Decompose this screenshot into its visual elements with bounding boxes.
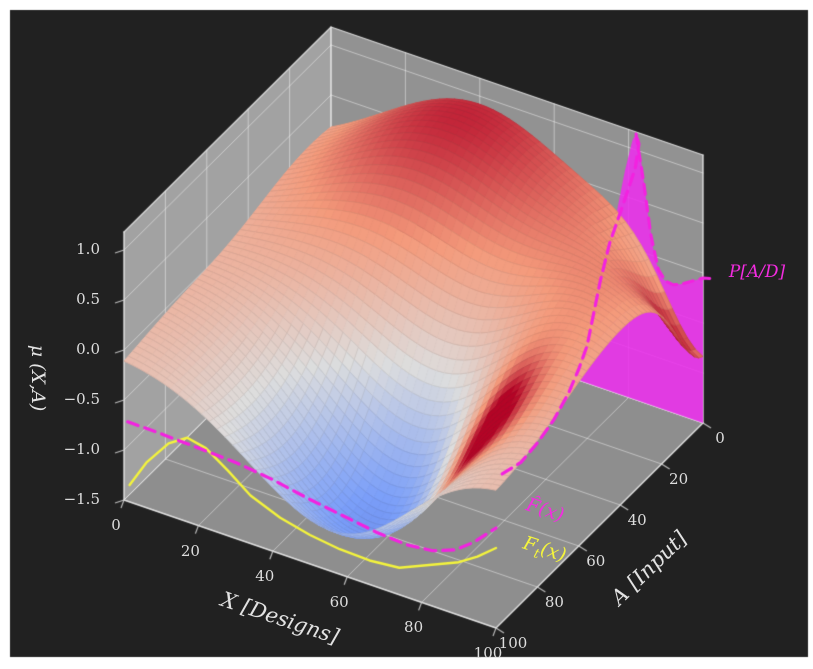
figure-page: 0 20 40 60 80 100 0 20 40 60 80 100 1.0 0.5 0.0 −0.5 −1.…: [0, 0, 813, 669]
surface-plot-canvas: [0, 0, 813, 669]
plot-area: 0 20 40 60 80 100 0 20 40 60 80 100 1.0 0.5 0.0 −0.5 −1.…: [0, 0, 813, 669]
